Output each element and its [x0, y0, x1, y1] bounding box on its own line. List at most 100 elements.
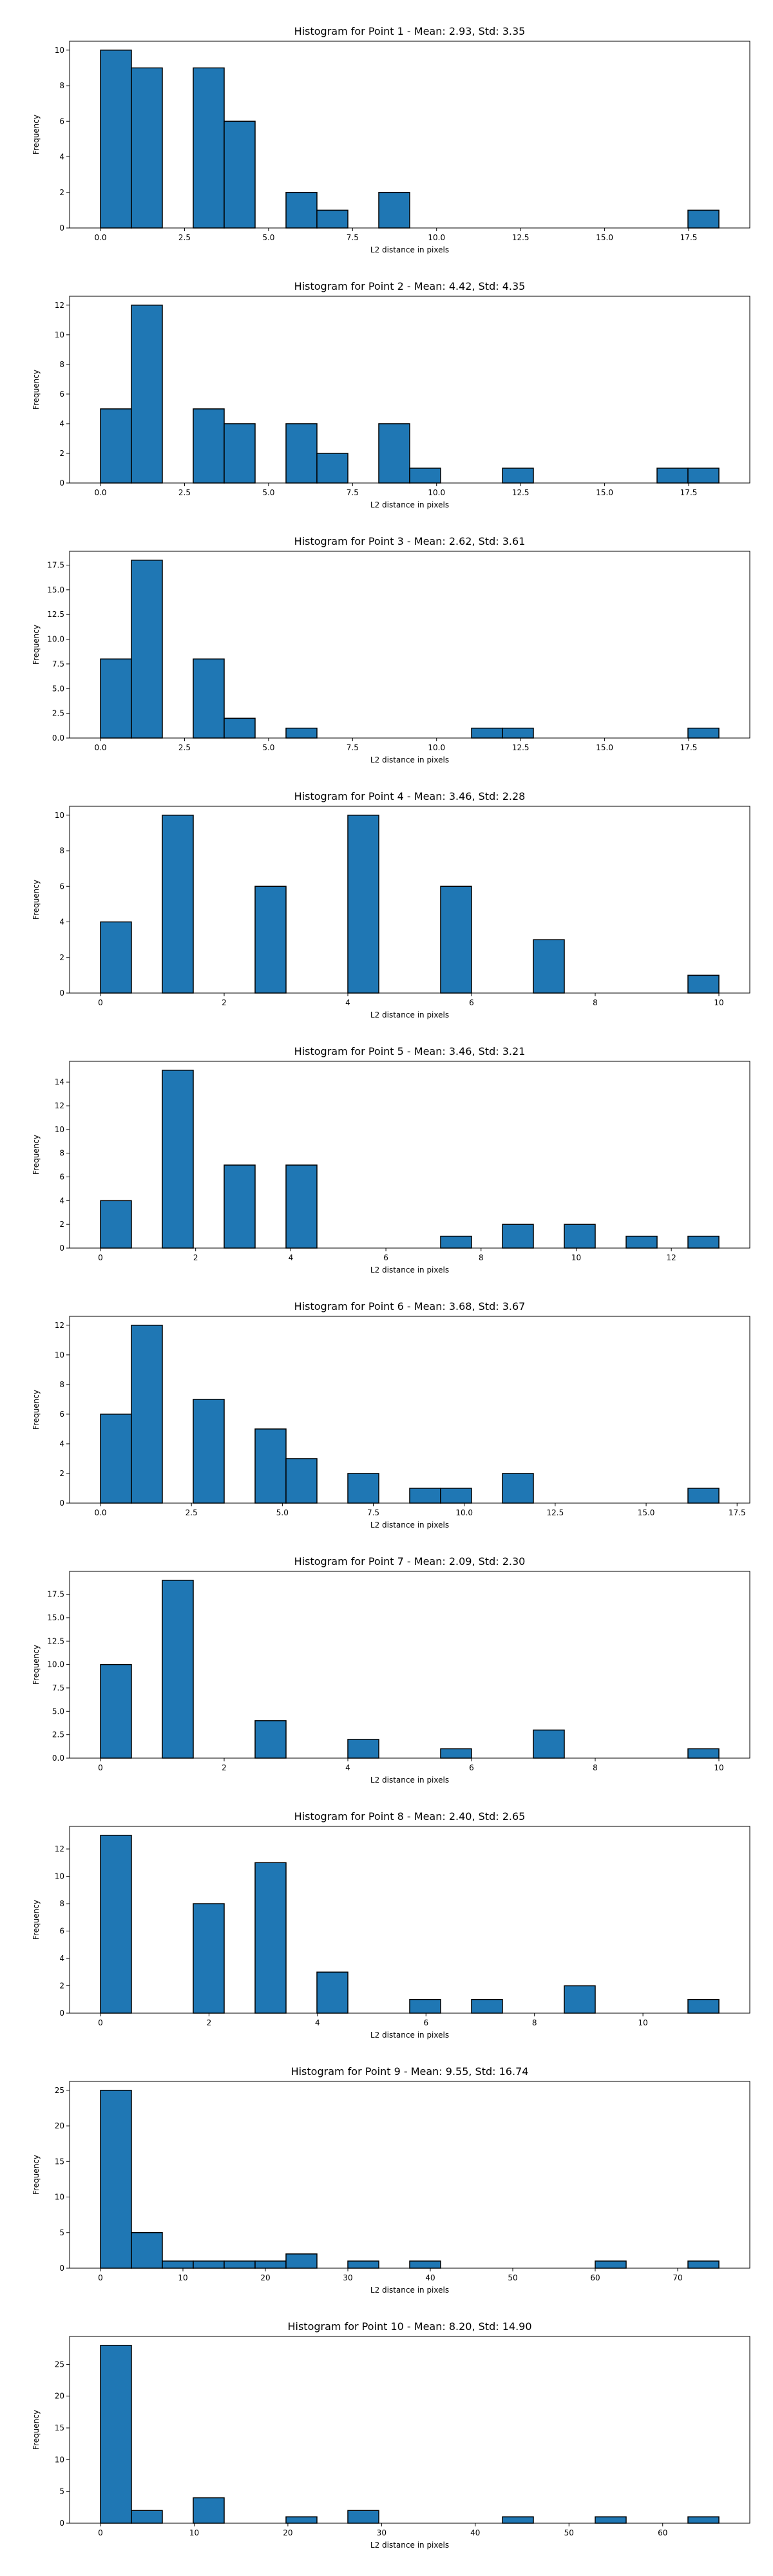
y-tick-label: 10: [55, 1350, 64, 1359]
x-tick-label: 2: [222, 1763, 227, 1772]
y-tick-label: 8: [59, 1899, 64, 1908]
x-tick-label: 0: [98, 1253, 103, 1262]
histogram-bar: [502, 727, 534, 739]
x-tick-label: 0.0: [94, 488, 106, 497]
x-tick-label: 10.0: [428, 743, 445, 752]
histogram-bar: [224, 1164, 256, 1249]
x-tick-label: 2: [222, 998, 227, 1007]
x-axis-label: L2 distance in pixels: [370, 1265, 449, 1274]
x-tick-label: 0: [98, 2273, 103, 2282]
x-tick-label: 8: [593, 1763, 598, 1772]
x-tick-label: 4: [315, 2018, 320, 2027]
histogram-bar: [285, 2253, 318, 2269]
histogram-bar: [595, 2260, 627, 2269]
histogram-panel-2: Histogram for Point 2 - Mean: 4.42, Std:…: [32, 280, 750, 509]
histogram-bar: [347, 1473, 379, 1504]
x-tick-label: 4: [345, 1763, 350, 1772]
histogram-bar: [162, 1580, 194, 1759]
y-tick-label: 10: [55, 1125, 64, 1134]
histogram-bar: [254, 1720, 287, 1759]
x-tick-label: 15.0: [596, 488, 613, 497]
y-tick-label: 4: [59, 419, 64, 428]
histogram-bar: [316, 209, 348, 229]
y-tick-label: 15.0: [47, 1613, 64, 1622]
y-tick-label: 2: [59, 188, 64, 197]
histogram-bar: [687, 1999, 720, 2014]
x-tick-label: 0.0: [94, 233, 106, 242]
plot-frame: [69, 1316, 750, 1504]
histogram-bar: [595, 2516, 627, 2524]
x-tick-label: 30: [377, 2528, 386, 2537]
y-tick-label: 12: [55, 1844, 64, 1853]
histogram-bar: [100, 2345, 132, 2524]
y-tick-label: 2: [59, 953, 64, 962]
x-tick-label: 10: [178, 2273, 187, 2282]
x-tick-label: 12.5: [512, 743, 530, 752]
x-axis-label: L2 distance in pixels: [370, 2286, 449, 2295]
chart-title: Histogram for Point 6 - Mean: 3.68, Std:…: [294, 1300, 526, 1312]
histogram-bar: [687, 2516, 720, 2524]
x-tick-label: 8: [479, 1253, 484, 1262]
x-axis-label: L2 distance in pixels: [370, 755, 449, 764]
y-tick-label: 2.5: [52, 1730, 64, 1739]
histogram-bar: [254, 1862, 287, 2014]
x-tick-label: 50: [508, 2273, 517, 2282]
histogram-bar: [409, 2260, 441, 2269]
histogram-bar: [440, 886, 472, 994]
y-tick-label: 2: [59, 1220, 64, 1229]
x-tick-label: 60: [590, 2273, 600, 2282]
histogram-bar: [502, 1224, 534, 1249]
x-tick-label: 5.0: [276, 1508, 289, 1517]
y-tick-label: 2: [59, 1469, 64, 1478]
y-tick-label: 20: [55, 2392, 64, 2401]
y-tick-label: 4: [59, 1954, 64, 1963]
x-axis-label: L2 distance in pixels: [370, 2031, 449, 2040]
x-tick-label: 10.0: [455, 1508, 473, 1517]
y-tick-label: 5: [59, 2487, 64, 2496]
x-tick-label: 2.5: [178, 488, 191, 497]
histogram-bar: [502, 468, 534, 484]
y-tick-label: 6: [59, 882, 64, 891]
x-tick-label: 8: [532, 2018, 537, 2027]
y-tick-label: 0: [59, 1244, 64, 1253]
x-axis-label: L2 distance in pixels: [370, 500, 449, 509]
y-tick-label: 0.0: [52, 734, 64, 743]
x-tick-label: 0: [98, 1763, 103, 1772]
histogram-bar: [131, 67, 163, 229]
plot-frame: [69, 1826, 750, 2014]
y-tick-label: 14: [55, 1077, 64, 1086]
y-tick-label: 0: [59, 989, 64, 998]
x-tick-label: 6: [469, 1763, 474, 1772]
histogram-bar: [162, 1070, 194, 1249]
histogram-bar: [471, 1999, 503, 2014]
chart-title: Histogram for Point 8 - Mean: 2.40, Std:…: [294, 1810, 526, 1823]
x-tick-label: 7.5: [347, 743, 359, 752]
chart-title: Histogram for Point 10 - Mean: 8.20, Std…: [287, 2320, 531, 2333]
y-tick-label: 10: [55, 330, 64, 339]
y-tick-label: 17.5: [47, 560, 64, 569]
y-tick-label: 5.0: [52, 684, 64, 693]
histogram-bar: [440, 1488, 472, 1504]
histogram-bar: [100, 1414, 132, 1504]
histogram-bar: [440, 1748, 472, 1759]
x-tick-label: 17.5: [729, 1508, 746, 1517]
histogram-bar: [347, 2260, 379, 2269]
y-tick-label: 15.0: [47, 585, 64, 594]
y-tick-label: 8: [59, 1380, 64, 1389]
chart-title: Histogram for Point 3 - Mean: 2.62, Std:…: [294, 535, 526, 547]
histogram-bar: [193, 2260, 225, 2269]
histogram-bar: [471, 727, 503, 739]
histogram-bar: [533, 1729, 565, 1759]
histogram-bar: [285, 1164, 318, 1249]
y-tick-label: 0: [59, 478, 64, 488]
histogram-bar: [224, 120, 256, 229]
y-tick-label: 12.5: [47, 1636, 64, 1645]
x-tick-label: 6: [423, 2018, 428, 2027]
histogram-bar: [100, 658, 132, 739]
y-tick-label: 6: [59, 1927, 64, 1936]
histogram-bar: [224, 423, 256, 484]
x-tick-label: 12.5: [512, 233, 530, 242]
y-tick-label: 2: [59, 1982, 64, 1991]
bars: [100, 560, 720, 739]
y-tick-label: 5.0: [52, 1707, 64, 1716]
